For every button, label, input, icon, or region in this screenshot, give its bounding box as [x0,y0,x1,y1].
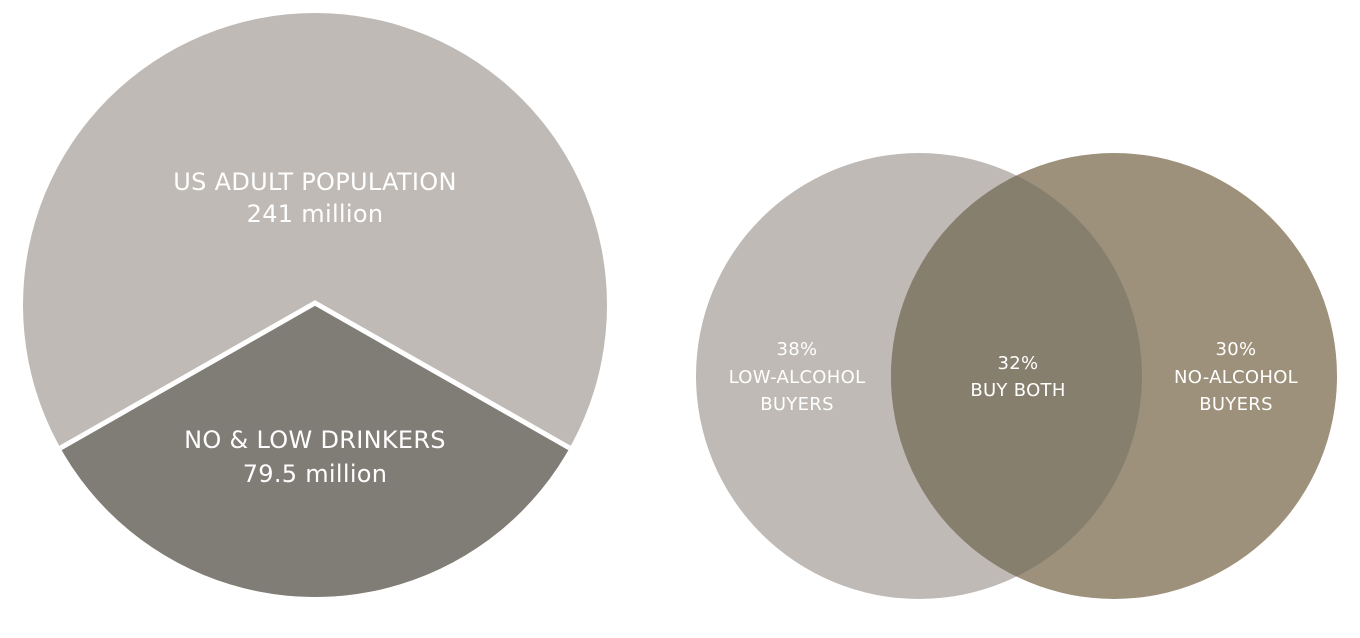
venn-percent-low-alcohol: 38% [777,339,818,360]
venn-label-low-alcohol-line1: LOW-ALCOHOL [729,367,866,388]
pie-slice-separator [23,300,607,511]
venn-label-no-alcohol-line1: NO-ALCOHOL [1174,367,1298,388]
venn-label-both: BUY BOTH [970,380,1065,401]
venn-chart: 38% LOW-ALCOHOL BUYERS 32% BUY BOTH 30% … [696,153,1337,599]
venn-intersection [891,153,1142,599]
pie-value-population: 241 million [247,200,384,228]
pie-label-population: US ADULT POPULATION [173,168,456,196]
venn-percent-no-alcohol: 30% [1216,339,1257,360]
venn-percent-both: 32% [998,353,1039,374]
pie-value-no-low-drinkers: 79.5 million [243,460,388,488]
venn-label-low-alcohol-line2: BUYERS [760,394,834,415]
pie-chart: US ADULT POPULATION 241 million NO & LOW… [23,13,607,597]
pie-label-no-low-drinkers: NO & LOW DRINKERS [184,426,446,454]
venn-label-no-alcohol-line2: BUYERS [1199,394,1273,415]
